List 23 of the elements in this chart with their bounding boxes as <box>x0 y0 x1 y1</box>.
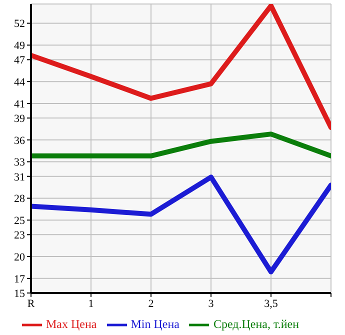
y-tick-label: 36 <box>14 134 26 147</box>
y-tick-label: 49 <box>14 40 26 52</box>
x-tick-label: R <box>27 298 36 310</box>
x-tick-label: 3,5 <box>264 298 278 310</box>
y-tick-label: 15 <box>14 288 26 300</box>
y-tick-label: 28 <box>14 193 26 206</box>
y-tick-label: 47 <box>14 54 26 67</box>
y-tick-label: 52 <box>14 18 25 30</box>
y-tick-label: 17 <box>14 273 26 286</box>
y-tick-label: 41 <box>14 98 25 110</box>
x-tick-label: 3 <box>208 298 214 310</box>
y-tick-label: 44 <box>14 76 26 88</box>
legend-label: Min Цена <box>130 316 180 331</box>
y-tick-label: 39 <box>14 112 26 125</box>
y-tick-label: 25 <box>14 215 26 227</box>
y-tick-label: 33 <box>14 156 26 169</box>
legend-label: Max Цена <box>46 316 97 331</box>
y-tick-label: 20 <box>14 251 26 264</box>
y-tick-label: 31 <box>14 171 25 184</box>
x-tick-label: 2 <box>148 298 154 310</box>
y-tick-label: 23 <box>14 230 26 242</box>
legend-label: Сред.Цена, т.йен <box>213 316 300 331</box>
x-tick-label: 1 <box>88 298 94 310</box>
